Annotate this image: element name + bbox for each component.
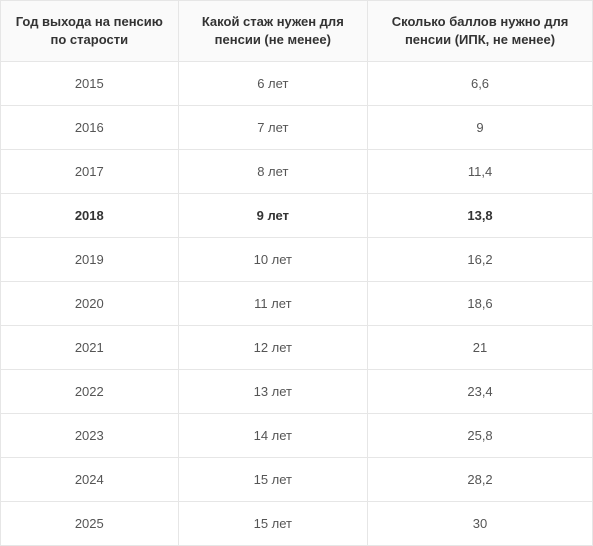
cell-points: 30 [368,502,593,546]
cell-year: 2019 [1,238,179,282]
cell-stazh: 15 лет [178,458,367,502]
cell-points: 23,4 [368,370,593,414]
col-header-year: Год выхода на пенсию по старости [1,1,179,62]
cell-year: 2015 [1,62,179,106]
col-header-points: Сколько баллов нужно для пенсии (ИПК, не… [368,1,593,62]
cell-year: 2020 [1,282,179,326]
table-row: 2019 10 лет 16,2 [1,238,593,282]
cell-stazh: 8 лет [178,150,367,194]
cell-points: 21 [368,326,593,370]
table-row-highlighted: 2018 9 лет 13,8 [1,194,593,238]
cell-year: 2025 [1,502,179,546]
cell-year: 2018 [1,194,179,238]
cell-stazh: 11 лет [178,282,367,326]
cell-year: 2016 [1,106,179,150]
cell-stazh: 12 лет [178,326,367,370]
cell-stazh: 15 лет [178,502,367,546]
cell-points: 11,4 [368,150,593,194]
table-row: 2024 15 лет 28,2 [1,458,593,502]
cell-year: 2023 [1,414,179,458]
pension-requirements-table: Год выхода на пенсию по старости Какой с… [0,0,593,546]
table-row: 2025 15 лет 30 [1,502,593,546]
cell-points: 13,8 [368,194,593,238]
table-row: 2015 6 лет 6,6 [1,62,593,106]
cell-points: 18,6 [368,282,593,326]
table-row: 2016 7 лет 9 [1,106,593,150]
cell-year: 2017 [1,150,179,194]
cell-stazh: 9 лет [178,194,367,238]
table-row: 2021 12 лет 21 [1,326,593,370]
cell-year: 2022 [1,370,179,414]
cell-year: 2024 [1,458,179,502]
table-header-row: Год выхода на пенсию по старости Какой с… [1,1,593,62]
cell-points: 16,2 [368,238,593,282]
cell-stazh: 14 лет [178,414,367,458]
cell-stazh: 10 лет [178,238,367,282]
table-row: 2022 13 лет 23,4 [1,370,593,414]
cell-year: 2021 [1,326,179,370]
cell-stazh: 7 лет [178,106,367,150]
cell-stazh: 13 лет [178,370,367,414]
table-row: 2023 14 лет 25,8 [1,414,593,458]
cell-points: 9 [368,106,593,150]
table-row: 2017 8 лет 11,4 [1,150,593,194]
col-header-stazh: Какой стаж нужен для пенсии (не менее) [178,1,367,62]
cell-points: 28,2 [368,458,593,502]
cell-points: 25,8 [368,414,593,458]
table-row: 2020 11 лет 18,6 [1,282,593,326]
table-body: 2015 6 лет 6,6 2016 7 лет 9 2017 8 лет 1… [1,62,593,546]
cell-stazh: 6 лет [178,62,367,106]
cell-points: 6,6 [368,62,593,106]
